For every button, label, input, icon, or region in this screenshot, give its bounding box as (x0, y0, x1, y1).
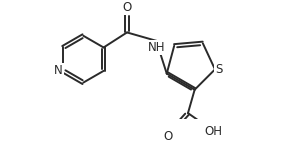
Text: S: S (215, 63, 222, 76)
Text: N: N (54, 64, 63, 77)
Text: O: O (164, 130, 173, 142)
Text: O: O (122, 1, 132, 14)
Text: NH: NH (147, 41, 165, 54)
Text: OH: OH (205, 125, 223, 138)
